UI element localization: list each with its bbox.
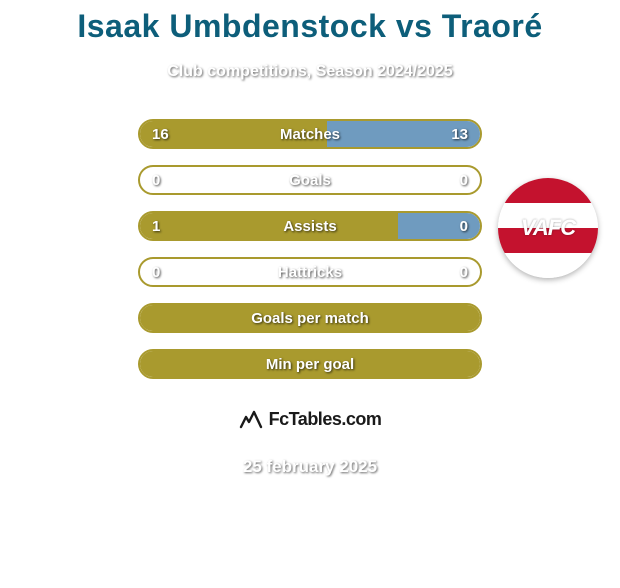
branding-text: FcTables.com [269,409,382,430]
stat-bar: 0 0Goals [138,165,482,195]
team-badge-vafc: VAFC [498,178,598,278]
date-text: 25 february 2025 [0,457,620,477]
team-badge-text: VAFC [521,215,575,241]
placeholder-crest [18,186,122,210]
stat-bar: 0 0Hattricks [138,257,482,287]
stat-value-left: 0 [152,259,160,285]
stat-value-right: 0 [460,259,468,285]
stat-fill-right [398,213,480,239]
placeholder-crest [8,132,112,156]
fctables-logo-icon [239,409,263,429]
stat-bar: Min per goal [138,349,482,379]
stat-fill-left [140,305,480,331]
stat-value-right: 0 [460,167,468,193]
page-subtitle: Club competitions, Season 2024/2025 [0,63,620,81]
stat-fill-left [140,351,480,377]
stat-bar: 10Assists [138,211,482,241]
stat-bar: Goals per match [138,303,482,333]
placeholder-crest [488,132,592,156]
stat-label: Hattricks [140,259,480,285]
stat-value-left: 0 [152,167,160,193]
stat-bar: 1613Matches [138,119,482,149]
stat-label: Goals [140,167,480,193]
stats-container: 1613Matches00Goals10Assists00HattricksGo… [138,119,482,379]
stat-fill-left [140,121,327,147]
branding-box: FcTables.com [207,395,413,443]
stat-fill-left [140,213,398,239]
page-title: Isaak Umbdenstock vs Traoré [0,8,620,45]
stat-fill-right [327,121,480,147]
